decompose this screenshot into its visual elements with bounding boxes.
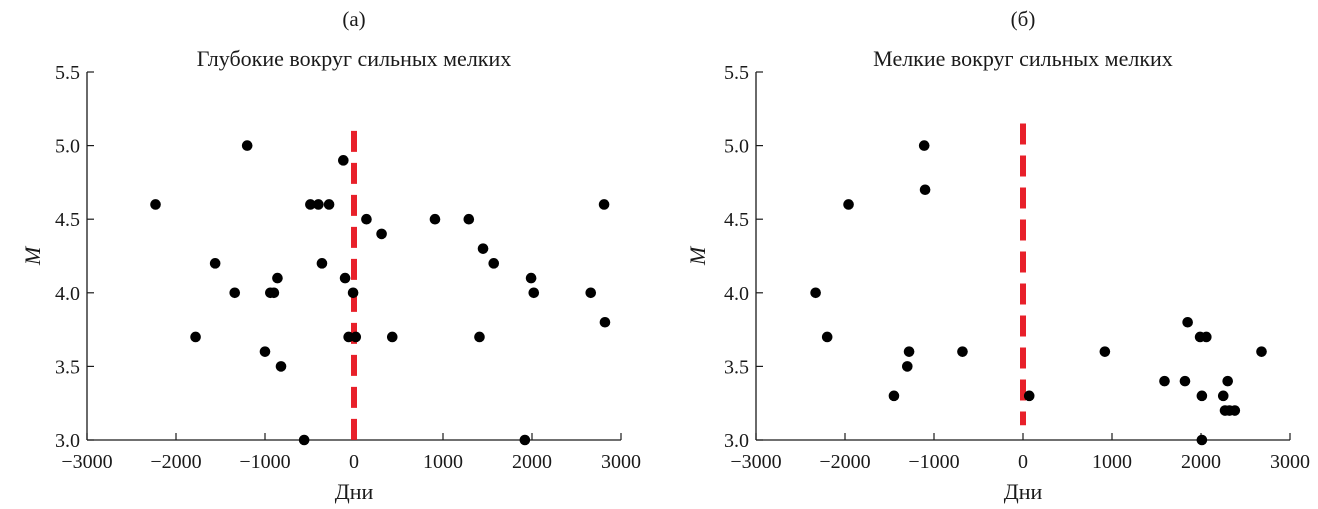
data-point <box>598 199 610 210</box>
x-tick-label: −3000 <box>61 451 112 473</box>
data-point <box>1196 434 1208 446</box>
y-tick-label: 5.0 <box>724 136 749 158</box>
data-point <box>488 258 500 269</box>
data-point <box>1201 331 1212 343</box>
data-point <box>275 361 287 372</box>
data-point <box>519 434 531 446</box>
data-point <box>339 272 351 284</box>
x-tick-label: 2000 <box>512 451 552 473</box>
data-point <box>323 199 335 210</box>
panel-a: (а) Глубокие вокруг сильных мелких 3.0 3.5 4… <box>20 7 641 504</box>
y-tick-label: 4.0 <box>55 283 80 305</box>
y-tick-label: 4.5 <box>55 209 80 231</box>
y-tick-label: 3.0 <box>724 430 749 452</box>
data-point <box>338 155 349 166</box>
x-axis-title: Дни <box>335 479 374 504</box>
data-point <box>1099 346 1111 357</box>
data-point <box>1217 390 1229 402</box>
data-point <box>361 213 372 225</box>
panel-label: (б) <box>1011 7 1036 31</box>
data-point <box>474 331 485 343</box>
data-point <box>1256 346 1267 357</box>
y-tick-label: 5.5 <box>724 62 749 84</box>
x-tick-label: 0 <box>1018 451 1028 473</box>
data-point <box>525 272 537 284</box>
panel-b: (б) Мелкие вокруг сильных мелких 3.0 3.5 4.0… <box>685 7 1310 504</box>
data-point <box>1159 375 1170 387</box>
data-point <box>1182 316 1193 328</box>
data-point <box>229 287 241 299</box>
chart-title: Глубокие вокруг сильных мелких <box>197 46 512 71</box>
panel-label: (а) <box>342 7 365 31</box>
data-point <box>190 331 201 343</box>
data-point <box>477 243 489 254</box>
data-point <box>316 258 328 269</box>
x-tick-label: 1000 <box>1092 451 1132 473</box>
data-point <box>1229 405 1241 416</box>
x-tick-label: −1000 <box>908 451 959 473</box>
data-point <box>528 287 540 299</box>
data-point <box>1196 390 1208 402</box>
data-point <box>298 434 310 446</box>
data-point <box>272 272 283 284</box>
data-point <box>429 213 441 225</box>
data-point <box>599 316 611 328</box>
x-tick-label: 3000 <box>1270 451 1310 473</box>
data-point <box>386 331 398 343</box>
data-point <box>376 228 387 240</box>
data-point <box>918 140 930 151</box>
data-point <box>1179 375 1191 387</box>
x-tick-label: 0 <box>349 451 359 473</box>
data-point <box>347 287 359 299</box>
x-axis-title: Дни <box>1004 479 1043 504</box>
data-point <box>821 331 833 343</box>
data-point <box>888 390 900 402</box>
data-point <box>1222 375 1233 387</box>
data-point <box>350 331 362 343</box>
data-point <box>268 287 280 299</box>
data-point <box>305 199 316 210</box>
data-point <box>463 213 475 225</box>
x-tick-label: 1000 <box>423 451 463 473</box>
y-axis-title: M <box>685 245 710 266</box>
data-point <box>313 199 324 210</box>
y-tick-label: 5.0 <box>55 136 80 158</box>
data-point <box>903 346 915 357</box>
y-tick-label: 3.0 <box>55 430 80 452</box>
x-tick-label: −1000 <box>239 451 290 473</box>
x-tick-label: −2000 <box>150 451 201 473</box>
y-tick-label: 3.5 <box>724 356 749 378</box>
data-point <box>241 140 253 151</box>
x-tick-label: 3000 <box>601 451 641 473</box>
data-point <box>810 287 821 299</box>
data-point <box>1023 390 1035 402</box>
data-point <box>259 346 271 357</box>
data-point <box>209 258 221 269</box>
chart-title: Мелкие вокруг сильных мелких <box>873 46 1173 71</box>
x-tick-label: −3000 <box>730 451 781 473</box>
x-tick-label: 2000 <box>1181 451 1221 473</box>
y-axis-title: M <box>20 245 45 266</box>
y-tick-label: 5.5 <box>55 62 80 84</box>
data-point <box>150 199 161 210</box>
x-tick-label: −2000 <box>819 451 870 473</box>
y-tick-label: 4.5 <box>724 209 749 231</box>
data-point <box>843 199 854 210</box>
data-point <box>957 346 968 357</box>
y-tick-label: 4.0 <box>724 283 749 305</box>
data-point <box>919 184 931 196</box>
y-tick-label: 3.5 <box>55 356 80 378</box>
data-point <box>902 361 913 372</box>
data-point <box>585 287 597 299</box>
